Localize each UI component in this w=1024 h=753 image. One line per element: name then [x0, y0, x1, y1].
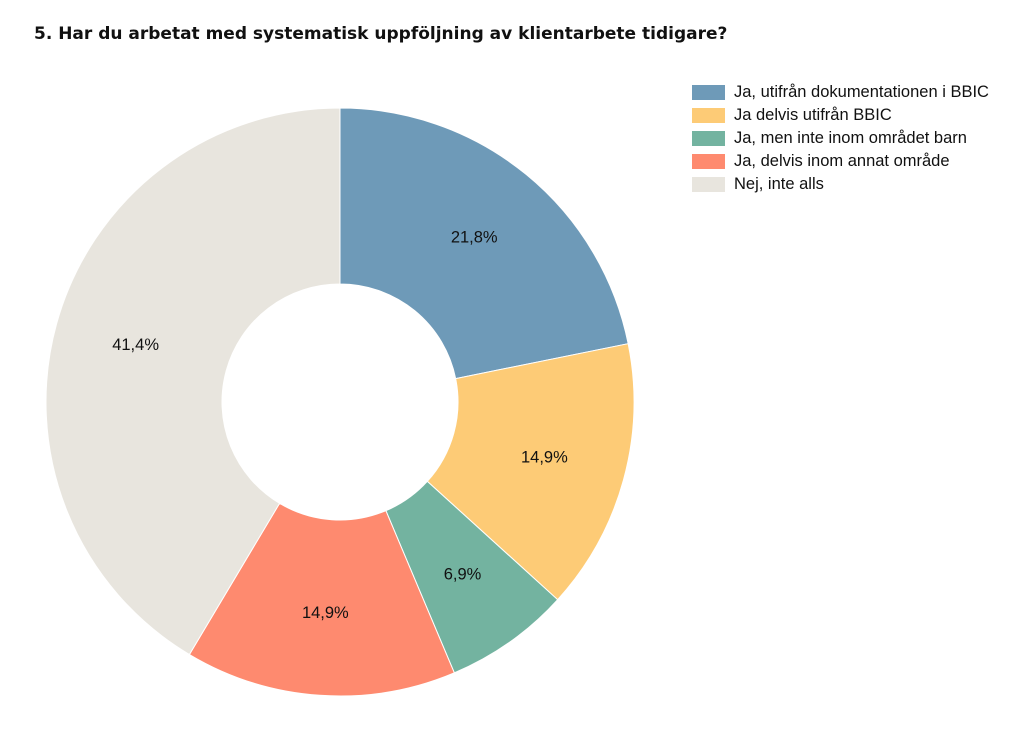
legend-item: Ja, men inte inom området barn	[692, 129, 992, 148]
slice-data-label: 41,4%	[112, 336, 159, 354]
legend-label: Ja, delvis inom annat område	[734, 152, 950, 170]
donut-slice	[426, 343, 635, 601]
legend-label: Nej, inte alls	[734, 175, 824, 193]
donut-slice	[188, 502, 455, 697]
legend-label: Ja delvis utifrån BBIC	[734, 106, 892, 124]
legend-item: Ja delvis utifrån BBIC	[692, 106, 992, 125]
legend-swatch	[692, 154, 725, 169]
legend-swatch	[692, 131, 725, 146]
slice-data-label: 14,9%	[302, 604, 349, 622]
legend-item: Nej, inte alls	[692, 175, 992, 194]
legend-item: Ja, delvis inom annat område	[692, 152, 992, 171]
legend-item: Ja, utifrån dokumentationen i BBIC	[692, 83, 992, 102]
legend-label: Ja, utifrån dokumentationen i BBIC	[734, 83, 989, 101]
slice-data-label: 14,9%	[521, 449, 568, 467]
legend-swatch	[692, 108, 725, 123]
slice-data-label: 21,8%	[451, 228, 498, 246]
legend-swatch	[692, 177, 725, 192]
legend-label: Ja, men inte inom området barn	[734, 129, 967, 147]
donut-slice	[45, 107, 341, 656]
donut-slice	[339, 107, 629, 380]
slice-data-label: 6,9%	[444, 565, 482, 583]
chart-legend: Ja, utifrån dokumentationen i BBIC Ja del…	[692, 83, 992, 198]
legend-swatch	[692, 85, 725, 100]
chart-title: 5. Har du arbetat med systematisk uppföl…	[34, 24, 728, 44]
